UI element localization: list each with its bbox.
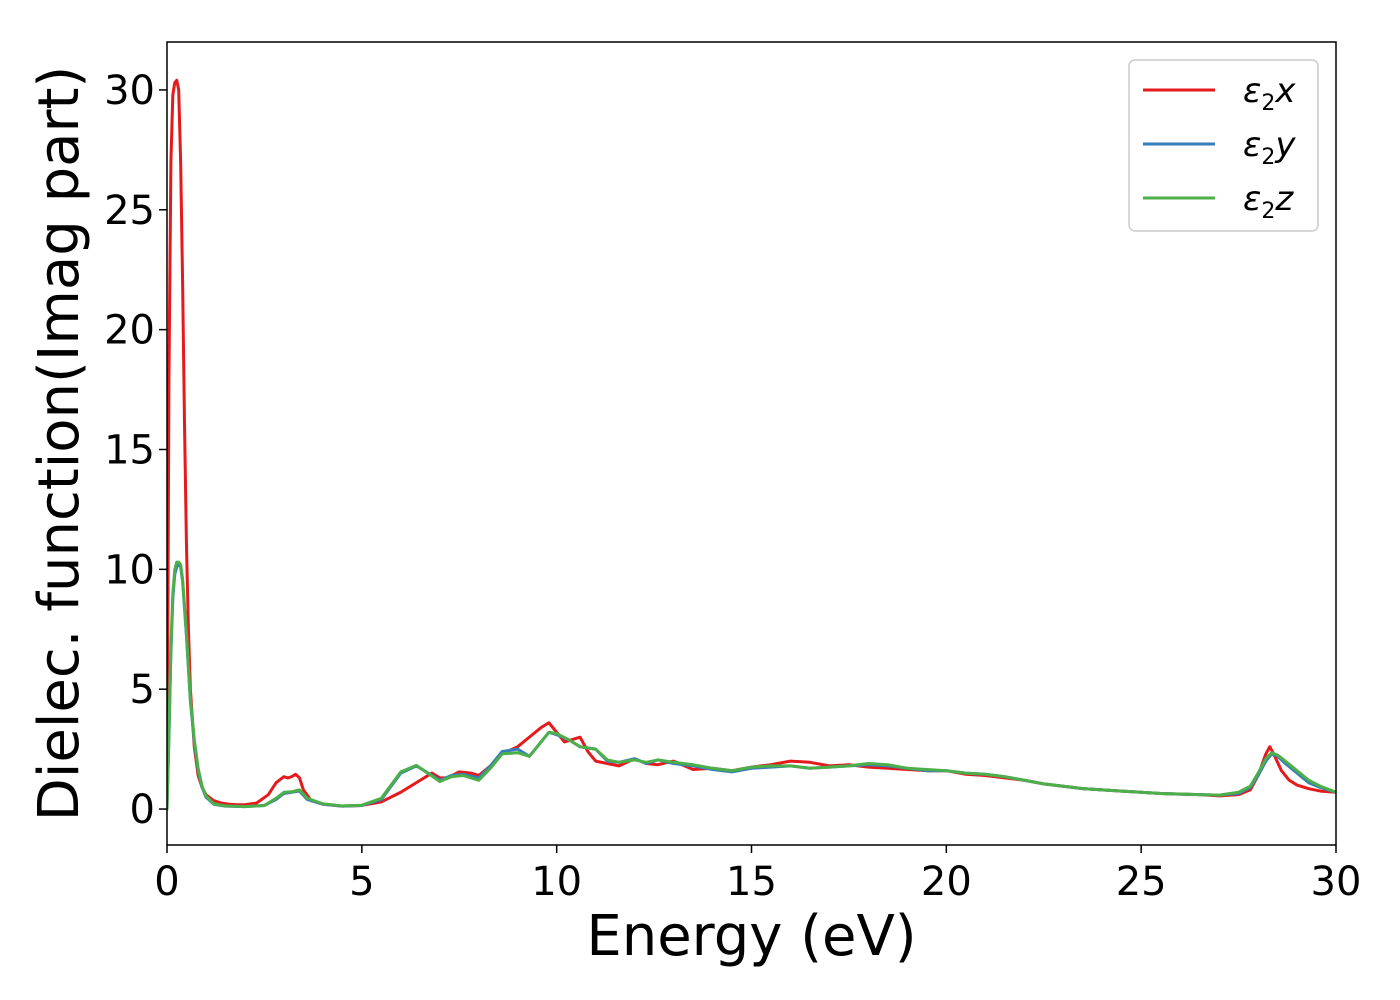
y-tick-label: 0 — [130, 787, 155, 833]
x-tick-label: 0 — [154, 859, 179, 905]
legend-items: ε2x ε2y ε2z — [1143, 71, 1296, 224]
series-line-y — [167, 563, 1336, 811]
series-line-z — [167, 560, 1336, 811]
x-tick-label: 20 — [921, 859, 972, 905]
legend-label-x: ε2x — [1243, 71, 1296, 116]
legend: ε2x ε2y ε2z — [1128, 59, 1319, 232]
x-tick-label: 30 — [1311, 859, 1362, 905]
tick-layer: 0 5 10 15 20 25 30 0 5 10 15 20 25 30 — [104, 68, 1361, 905]
x-tick-label: 15 — [726, 859, 777, 905]
y-tick-label: 25 — [104, 188, 155, 234]
x-tick-label: 25 — [1116, 859, 1167, 905]
legend-box — [1128, 59, 1319, 232]
x-axis-label: Energy (eV) — [586, 904, 916, 969]
y-tick-label: 5 — [130, 667, 155, 713]
y-tick-label: 20 — [104, 308, 155, 354]
y-tick-label: 30 — [104, 68, 155, 114]
y-axis-label: Dielec. function(Imag part) — [27, 66, 92, 822]
legend-label-z: ε2z — [1243, 179, 1294, 224]
y-tick-label: 15 — [104, 427, 155, 473]
legend-label-y: ε2y — [1243, 125, 1296, 170]
y-tick-label: 10 — [104, 547, 155, 593]
x-tick-label: 10 — [531, 859, 582, 905]
series-layer — [167, 78, 1336, 811]
x-tick-label: 5 — [349, 859, 374, 905]
